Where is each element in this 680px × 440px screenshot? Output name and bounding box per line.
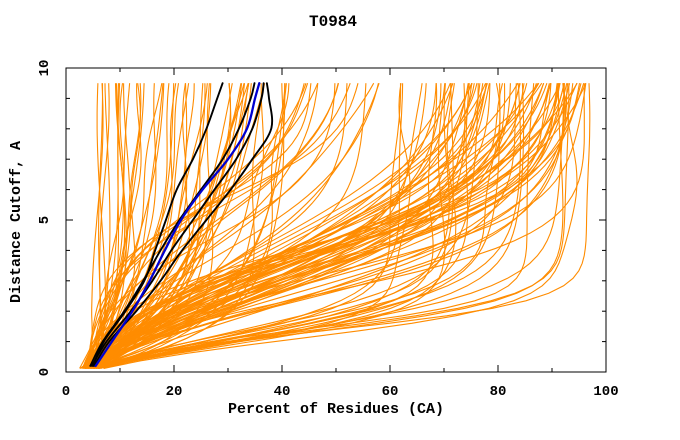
server-model-curve <box>93 83 537 369</box>
server-model-curve <box>103 83 411 369</box>
highlight-model-curve-black <box>93 82 274 367</box>
server-model-curve <box>98 83 450 369</box>
server-model-curve <box>86 83 340 369</box>
highlight-model-curve-blue <box>94 82 261 368</box>
x-axis-tick-label: 100 <box>593 384 618 400</box>
y-axis-tick-label: 5 <box>37 216 53 224</box>
chart-title: T0984 <box>309 13 357 31</box>
y-axis-tick-label: 10 <box>37 60 53 77</box>
server-model-curve <box>95 83 466 369</box>
server-model-curve <box>92 83 457 369</box>
server-model-curve <box>90 83 581 369</box>
server-model-curve <box>85 83 348 369</box>
server-model-curve <box>86 83 336 369</box>
server-model-curve <box>93 83 404 369</box>
server-model-curve <box>95 83 481 369</box>
x-axis-tick-label: 20 <box>166 384 183 400</box>
server-model-curve <box>93 83 110 369</box>
server-model-curves <box>79 82 591 369</box>
server-model-curve <box>92 83 574 369</box>
axis-ticks <box>65 67 607 373</box>
server-model-curve <box>89 83 525 369</box>
server-model-curve <box>93 83 525 369</box>
server-model-curve <box>86 82 578 369</box>
server-model-curve <box>92 82 319 369</box>
server-model-curve <box>85 83 427 369</box>
x-axis-tick-label: 60 <box>382 384 399 400</box>
server-model-curve <box>97 83 479 369</box>
highlight-model-curve-black <box>90 82 265 367</box>
server-model-curve <box>103 83 578 369</box>
server-model-curve <box>82 83 585 369</box>
y-axis-tick-label: 0 <box>37 368 53 376</box>
server-model-curve <box>83 83 521 369</box>
server-model-curve <box>87 82 451 369</box>
server-model-curve <box>88 83 558 369</box>
server-model-curve <box>98 83 535 369</box>
server-model-curve <box>94 83 564 369</box>
server-model-curve <box>97 82 519 369</box>
server-model-curve <box>82 82 543 369</box>
server-model-curve <box>93 83 501 369</box>
y-axis-label: Distance Cutoff, A <box>8 141 25 303</box>
server-model-curve <box>93 83 559 369</box>
server-model-curve <box>81 83 142 369</box>
server-model-curve <box>98 83 446 369</box>
x-axis-label: Percent of Residues (CA) <box>228 401 444 418</box>
x-axis-tick-label: 0 <box>62 384 70 400</box>
server-model-curve <box>92 83 452 369</box>
x-axis-tick-label: 80 <box>490 384 507 400</box>
server-model-curve <box>87 83 570 369</box>
server-model-curve <box>95 83 517 369</box>
server-model-curve <box>89 83 591 369</box>
highlighted-model-curves <box>89 82 274 368</box>
server-model-curve <box>99 83 402 369</box>
server-model-curve <box>84 83 157 369</box>
server-model-curve <box>99 83 522 369</box>
axis-tick-labels: 0 20 40 60 80 100 0 5 10 <box>37 60 619 400</box>
highlight-model-curve-black <box>89 82 256 367</box>
server-model-curve <box>84 83 131 369</box>
server-model-curve <box>85 83 501 369</box>
server-model-curve <box>97 83 470 369</box>
x-axis-tick-label: 40 <box>274 384 291 400</box>
server-model-curve <box>86 83 305 369</box>
server-model-curve <box>88 82 487 369</box>
server-model-curve <box>89 83 104 369</box>
